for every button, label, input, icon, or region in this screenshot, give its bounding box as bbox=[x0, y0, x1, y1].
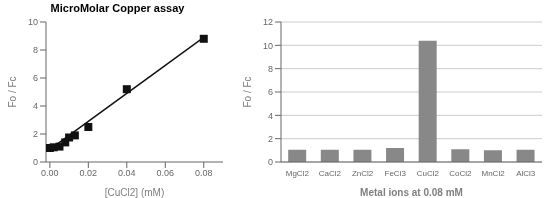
svg-text:6: 6 bbox=[33, 73, 38, 83]
svg-text:FeCl3: FeCl3 bbox=[385, 169, 407, 178]
svg-text:Metal ions at 0.08 mM: Metal ions at 0.08 mM bbox=[360, 187, 463, 198]
svg-text:Fo / Fc: Fo / Fc bbox=[8, 76, 18, 107]
svg-text:MnCl2: MnCl2 bbox=[482, 169, 506, 178]
svg-text:4: 4 bbox=[268, 111, 273, 121]
svg-text:[CuCl2] (mM): [CuCl2] (mM) bbox=[105, 187, 164, 198]
svg-text:0: 0 bbox=[33, 157, 38, 167]
svg-text:8: 8 bbox=[268, 64, 273, 74]
svg-text:4: 4 bbox=[33, 101, 38, 111]
svg-text:12: 12 bbox=[263, 17, 273, 27]
svg-text:6: 6 bbox=[268, 87, 273, 97]
svg-text:CaCl2: CaCl2 bbox=[319, 169, 342, 178]
svg-text:0.02: 0.02 bbox=[80, 168, 98, 178]
svg-text:Fo / Fc: Fo / Fc bbox=[242, 76, 253, 107]
svg-text:0.04: 0.04 bbox=[118, 168, 136, 178]
svg-text:8: 8 bbox=[33, 45, 38, 55]
svg-text:MgCl2: MgCl2 bbox=[286, 169, 310, 178]
html-text:MicroMolar Copper assay: MicroMolar Copper assay bbox=[50, 2, 185, 14]
svg-text:10: 10 bbox=[28, 17, 38, 27]
svg-text:0.06: 0.06 bbox=[157, 168, 175, 178]
svg-text:10: 10 bbox=[263, 41, 273, 51]
svg-text:CoCl2: CoCl2 bbox=[449, 169, 472, 178]
svg-text:2: 2 bbox=[33, 129, 38, 139]
svg-text:0.00: 0.00 bbox=[41, 168, 59, 178]
svg-text:0: 0 bbox=[268, 157, 273, 167]
svg-text:ZnCl2: ZnCl2 bbox=[352, 169, 374, 178]
svg-text:0.08: 0.08 bbox=[195, 168, 213, 178]
svg-text:2: 2 bbox=[268, 134, 273, 144]
svg-text:CuCl2: CuCl2 bbox=[417, 169, 440, 178]
svg-text:AlCl3: AlCl3 bbox=[516, 169, 536, 178]
